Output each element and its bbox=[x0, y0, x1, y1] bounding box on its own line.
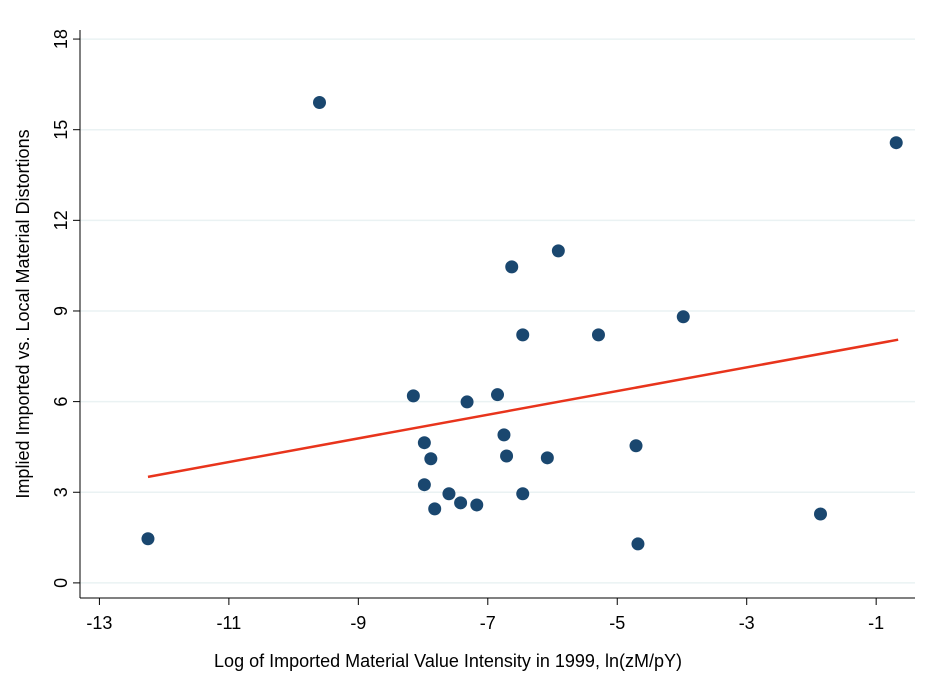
point bbox=[631, 537, 645, 551]
y-tick-label: 9 bbox=[51, 306, 71, 316]
x-axis-title: Log of Imported Material Value Intensity… bbox=[214, 651, 682, 671]
y-tick-label: 3 bbox=[51, 487, 71, 497]
x-tick-label: -3 bbox=[739, 613, 755, 633]
y-tick-label: 12 bbox=[51, 210, 71, 230]
point bbox=[813, 507, 827, 521]
point bbox=[889, 136, 903, 150]
y-tick-label: 15 bbox=[51, 120, 71, 140]
point bbox=[141, 532, 155, 546]
point bbox=[417, 436, 431, 450]
point bbox=[470, 498, 484, 512]
point bbox=[516, 328, 530, 342]
x-tick-label: -11 bbox=[217, 613, 242, 633]
point bbox=[424, 452, 438, 466]
point bbox=[491, 388, 504, 402]
x-tick-label: -13 bbox=[86, 613, 112, 633]
point bbox=[460, 395, 474, 409]
point bbox=[540, 451, 554, 465]
x-tick-label: -9 bbox=[350, 613, 366, 633]
point bbox=[516, 487, 530, 501]
point bbox=[497, 428, 511, 442]
point bbox=[629, 439, 643, 453]
y-axis-title: Implied Imported vs. Local Material Dist… bbox=[13, 129, 33, 498]
x-tick-label: -5 bbox=[609, 613, 625, 633]
y-tick-label: 18 bbox=[51, 29, 71, 49]
y-tick-label: 0 bbox=[51, 578, 71, 588]
point bbox=[676, 310, 690, 324]
point bbox=[417, 478, 431, 492]
x-tick-label: -1 bbox=[868, 613, 884, 633]
point bbox=[442, 487, 456, 501]
fit-line bbox=[147, 338, 899, 479]
point bbox=[312, 96, 326, 110]
point bbox=[406, 389, 420, 403]
point bbox=[591, 328, 605, 342]
y-tick-label: 6 bbox=[51, 397, 71, 407]
point bbox=[551, 244, 565, 258]
x-tick-label: -7 bbox=[480, 613, 496, 633]
point bbox=[428, 502, 442, 516]
point bbox=[505, 260, 519, 274]
point bbox=[500, 449, 514, 463]
point bbox=[454, 496, 468, 510]
